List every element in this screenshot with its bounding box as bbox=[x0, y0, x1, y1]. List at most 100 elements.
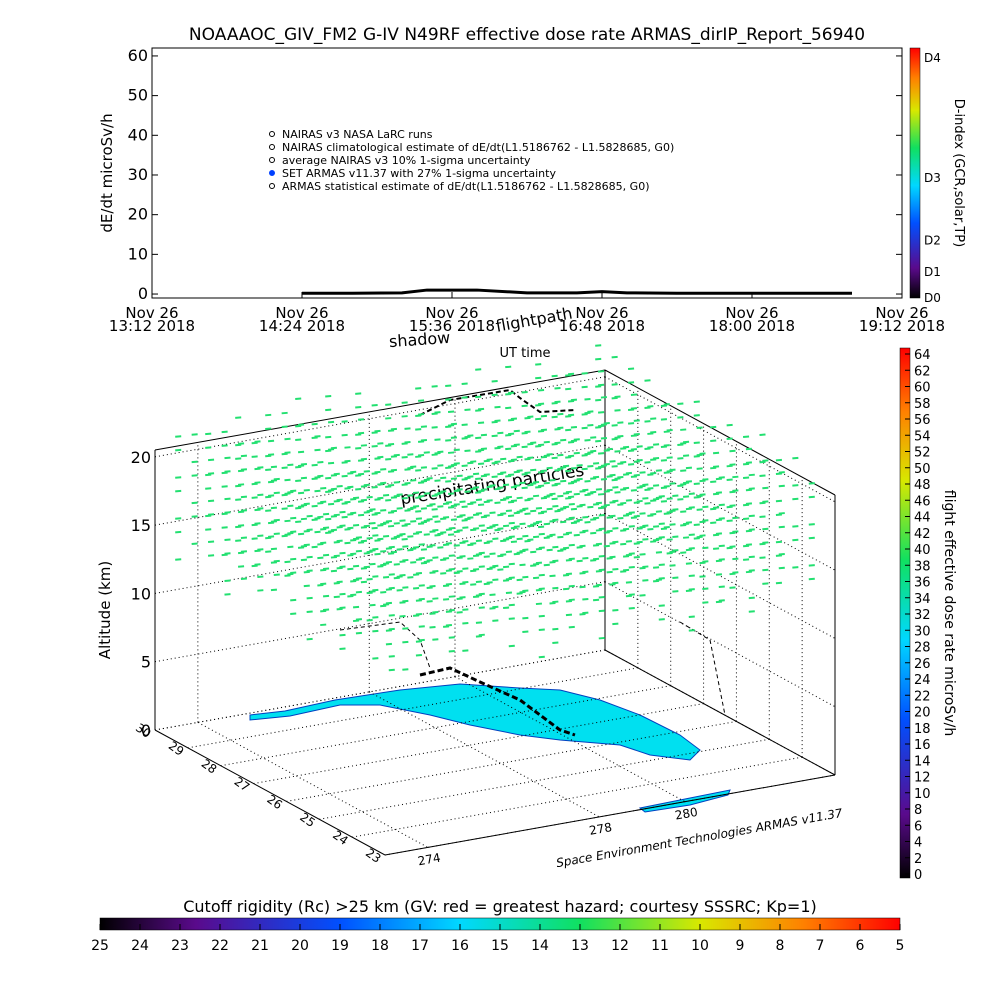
particle-dash bbox=[240, 509, 248, 512]
particle-dash bbox=[251, 523, 258, 527]
particle-dash bbox=[491, 420, 498, 424]
particle-dash bbox=[442, 557, 450, 560]
particle-dash bbox=[270, 479, 278, 482]
particle-dash bbox=[633, 542, 640, 545]
colorbar-tick-label: 6 bbox=[856, 938, 865, 954]
particle-dash bbox=[415, 510, 422, 513]
particle-dash bbox=[497, 472, 504, 476]
particle-dash bbox=[320, 486, 327, 490]
colorbar-tick-label: 40 bbox=[914, 543, 931, 558]
particle-dash bbox=[475, 580, 483, 583]
particle-dash bbox=[521, 431, 528, 435]
particle-dash bbox=[590, 449, 597, 453]
particle-dash bbox=[729, 545, 736, 548]
particle-dash bbox=[759, 474, 766, 477]
particle-dash bbox=[682, 481, 690, 485]
particle-dash bbox=[614, 450, 621, 453]
particle-dash bbox=[281, 534, 288, 538]
particle-dash bbox=[745, 543, 753, 546]
particle-dash bbox=[380, 591, 387, 594]
legend-symbol bbox=[269, 170, 275, 176]
particle-dash bbox=[557, 467, 564, 471]
particle-dash bbox=[320, 609, 327, 613]
particle-dash bbox=[320, 527, 327, 531]
particle-dash bbox=[565, 613, 573, 617]
particle-dash bbox=[573, 438, 580, 441]
particle-dash bbox=[497, 554, 504, 558]
particle-dash bbox=[573, 451, 580, 455]
particle-dash bbox=[385, 403, 392, 406]
particle-dash bbox=[412, 546, 420, 549]
particle-dash bbox=[666, 538, 673, 541]
particle-dash bbox=[628, 593, 635, 596]
particle-dash bbox=[508, 576, 515, 579]
particle-dash bbox=[467, 516, 474, 519]
particle-dash bbox=[693, 523, 700, 526]
particle-dash bbox=[404, 522, 411, 526]
particle-dash bbox=[524, 416, 531, 420]
particle-dash bbox=[426, 600, 433, 603]
particle-dash bbox=[535, 363, 542, 366]
particle-dash bbox=[666, 470, 673, 473]
particle-dash bbox=[677, 402, 684, 406]
particle-dash bbox=[237, 469, 245, 473]
particle-dash bbox=[404, 509, 411, 512]
particle-dash bbox=[420, 479, 428, 483]
particle-dash bbox=[650, 499, 657, 502]
particle-dash bbox=[715, 518, 723, 522]
particle-dash bbox=[639, 525, 646, 529]
particle-dash bbox=[685, 521, 693, 524]
colorbar-tick-label: 25 bbox=[91, 938, 109, 954]
particle-dash bbox=[380, 522, 387, 526]
particle-dash bbox=[546, 507, 553, 511]
particle-dash bbox=[494, 487, 501, 491]
particle-dash bbox=[265, 413, 272, 417]
colorbar-tick-label: 22 bbox=[914, 689, 931, 704]
particle-dash bbox=[726, 464, 733, 468]
particle-dash bbox=[606, 488, 613, 492]
particle-dash bbox=[191, 542, 198, 546]
particle-dash bbox=[311, 436, 318, 440]
particle-dash bbox=[570, 521, 578, 525]
dindex-tick-label: D4 bbox=[924, 51, 941, 65]
particle-dash bbox=[350, 552, 357, 556]
particle-dash bbox=[808, 523, 815, 526]
particle-dash bbox=[519, 508, 526, 512]
particle-dash bbox=[650, 417, 657, 420]
particle-dash bbox=[582, 488, 589, 492]
particle-dash bbox=[412, 532, 420, 535]
particle-dash bbox=[666, 456, 673, 459]
particle-dash bbox=[420, 520, 428, 524]
particle-dash bbox=[535, 404, 542, 407]
particle-dash bbox=[622, 555, 630, 558]
particle-dash bbox=[491, 475, 498, 479]
particle-dash bbox=[693, 496, 700, 499]
particle-dash bbox=[387, 483, 395, 487]
particle-dash bbox=[622, 527, 630, 531]
particle-dash bbox=[371, 526, 378, 530]
dindex-label: D-index (GCR,solar,TP) bbox=[951, 99, 966, 247]
particle-dash bbox=[489, 607, 496, 610]
particle-dash bbox=[417, 399, 425, 402]
particle-dash bbox=[759, 542, 766, 546]
grid-line bbox=[319, 738, 770, 820]
particle-dash bbox=[680, 510, 687, 513]
particle-dash bbox=[462, 608, 469, 611]
particle-dash bbox=[554, 482, 561, 486]
grid-line bbox=[352, 756, 803, 838]
particle-dash bbox=[612, 622, 619, 626]
x-tick-label: Nov 26 16:48 2018 bbox=[558, 304, 646, 335]
particle-dash bbox=[333, 541, 340, 544]
particle-dash bbox=[546, 466, 553, 470]
particle-dash bbox=[732, 571, 739, 574]
particle-dash bbox=[507, 418, 515, 422]
particle-dash bbox=[388, 655, 395, 658]
grid-line bbox=[604, 512, 836, 639]
particle-dash bbox=[677, 457, 684, 460]
particle-dash bbox=[521, 391, 528, 394]
particle-dash bbox=[462, 526, 469, 529]
particle-dash bbox=[467, 502, 474, 506]
particle-dash bbox=[352, 578, 360, 582]
particle-dash bbox=[726, 546, 733, 550]
particle-dash bbox=[402, 640, 409, 644]
